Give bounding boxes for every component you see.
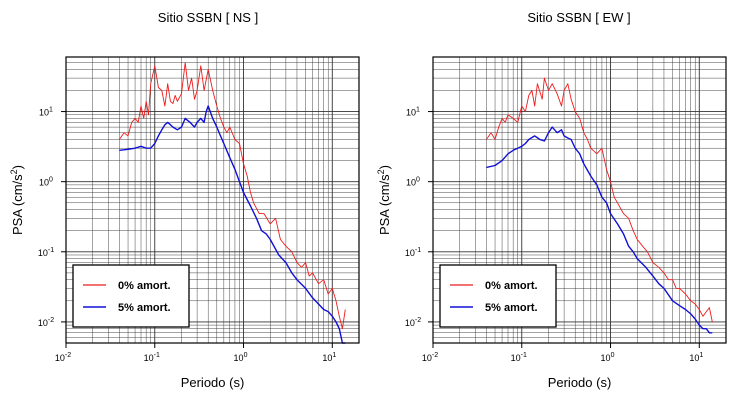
y-tick-label: 101 <box>406 107 420 118</box>
x-tick-label: 10-2 <box>55 352 71 363</box>
legend-box <box>72 264 190 328</box>
x-tick-label: 10-1 <box>511 352 527 363</box>
legend-label-undamped: 0% amort. <box>485 280 538 292</box>
legend: 0% amort. 5% amort. <box>72 264 190 328</box>
x-tick-label: 100 <box>601 352 615 363</box>
y-tick-label: 100 <box>406 177 420 188</box>
series-line-damped <box>119 105 346 344</box>
y-axis-label: PSA (cm/s2) <box>9 165 25 235</box>
series-line-undamped <box>486 77 713 322</box>
legend-box <box>439 264 557 328</box>
chart-title: Sitio SSBN [ EW ] <box>527 10 630 25</box>
series-line-damped <box>486 126 713 334</box>
x-tick-label: 101 <box>689 352 703 363</box>
legend: 0% amort. 5% amort. <box>439 264 557 328</box>
series-line-undamped <box>119 62 346 330</box>
x-tick-label: 100 <box>234 352 248 363</box>
plot-frame <box>65 56 360 344</box>
y-tick-label: 101 <box>39 107 53 118</box>
y-tick-label: 10-2 <box>38 317 54 328</box>
legend-label-damped: 5% amort. <box>485 302 538 314</box>
y-tick-label: 10-1 <box>38 247 54 258</box>
y-axis-label: PSA (cm/s2) <box>376 165 392 235</box>
plot-frame <box>432 56 727 344</box>
y-tick-label: 100 <box>39 177 53 188</box>
x-axis-label: Periodo (s) <box>181 375 245 390</box>
x-axis-label: Periodo (s) <box>548 375 612 390</box>
legend-label-undamped: 0% amort. <box>118 280 171 292</box>
chart-panel-2: 10-2 10-1 100 101 10-2 10-1 100 101 Sitio SSBN [… <box>376 10 727 390</box>
y-tick-label: 10-2 <box>405 317 421 328</box>
legend-label-damped: 5% amort. <box>118 302 171 314</box>
x-tick-label: 10-1 <box>144 352 160 363</box>
y-tick-label: 10-1 <box>405 247 421 258</box>
x-tick-label: 10-2 <box>422 352 438 363</box>
chart-title: Sitio SSBN [ NS ] <box>158 10 258 25</box>
x-tick-label: 101 <box>322 352 336 363</box>
chart-panel-1: 10-2 10-1 100 101 10-2 10-1 100 101 Sitio SSBN [… <box>9 10 360 390</box>
